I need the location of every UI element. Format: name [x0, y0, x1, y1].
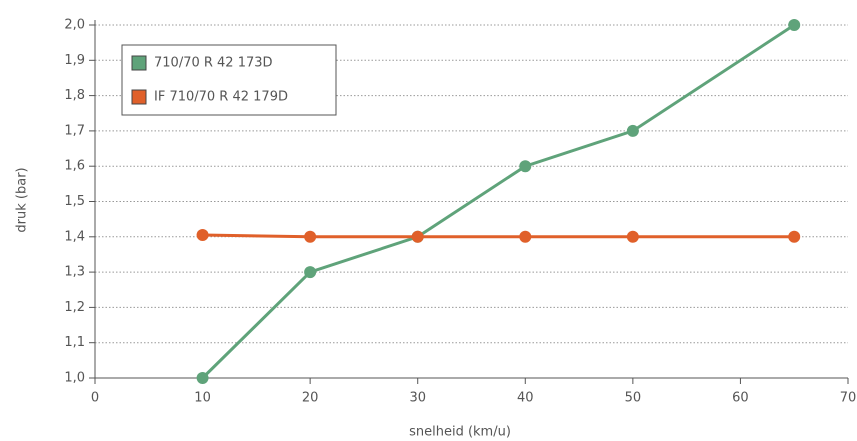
data-point [411, 230, 424, 243]
series-line [202, 233, 795, 239]
data-point [304, 266, 317, 279]
x-tick-label: 0 [91, 391, 99, 406]
y-tick-label: 2,0 [64, 18, 85, 33]
x-tick-label: 50 [625, 391, 642, 406]
x-tick-label: 60 [732, 391, 749, 406]
y-tick-label: 1,8 [64, 88, 85, 103]
x-axis-label: snelheid (km/u) [409, 425, 511, 440]
legend-box [121, 44, 337, 116]
legend-label: 710/70 R 42 173D [154, 56, 273, 71]
data-point [788, 230, 801, 243]
data-point [196, 372, 209, 384]
data-point [788, 19, 801, 31]
data-point [519, 230, 532, 243]
y-tick-label: 1,2 [64, 300, 85, 315]
y-tick-label: 1,9 [64, 53, 85, 68]
y-tick-label: 1,1 [64, 335, 85, 350]
x-tick-label: 70 [840, 391, 857, 406]
legend-swatch [131, 55, 147, 71]
data-point [196, 229, 209, 242]
x-tick-label: 40 [517, 391, 534, 406]
x-tick-label: 10 [194, 391, 211, 406]
y-tick-label: 1,7 [64, 123, 85, 138]
x-tick-label: 30 [409, 391, 426, 406]
legend-label: IF 710/70 R 42 179D [154, 90, 288, 105]
data-point [519, 160, 532, 173]
y-tick-label: 1,3 [64, 265, 85, 280]
legend-swatch [131, 89, 147, 105]
y-tick-label: 1,4 [64, 229, 85, 244]
series-line [201, 23, 796, 380]
y-axis-label: druk (bar) [15, 167, 30, 232]
data-point [626, 230, 639, 243]
data-point [626, 124, 639, 137]
y-tick-label: 1,5 [64, 194, 85, 209]
data-point [304, 230, 317, 243]
y-tick-label: 1,6 [64, 159, 85, 174]
y-tick-label: 1,0 [64, 371, 85, 386]
x-tick-label: 20 [302, 391, 319, 406]
